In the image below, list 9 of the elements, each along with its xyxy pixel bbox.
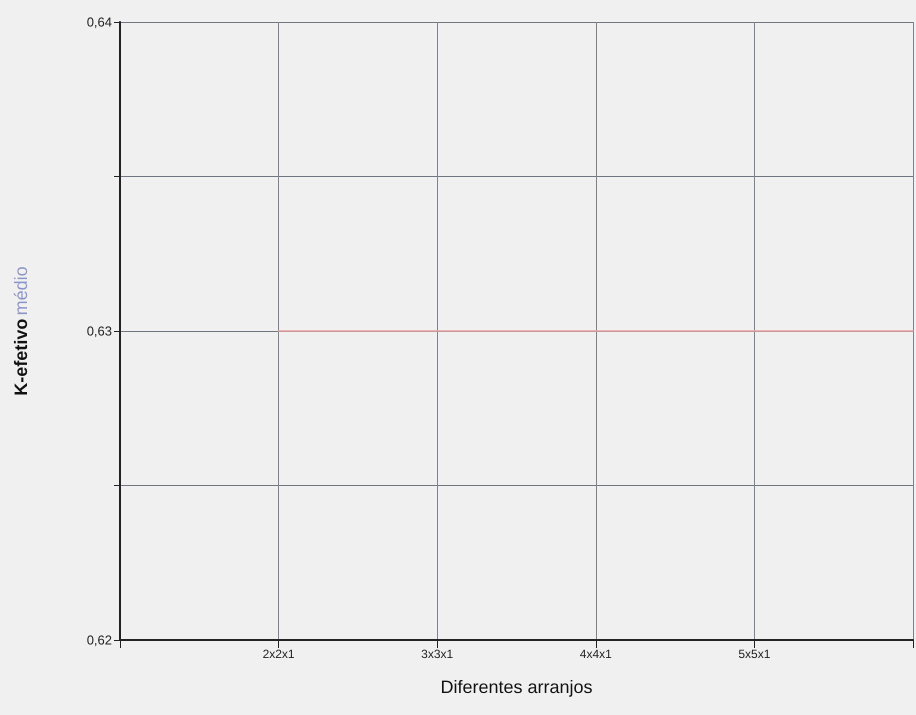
x-tick-label: 2x2x1: [262, 647, 295, 661]
x-tick-label: 5x5x1: [738, 647, 771, 661]
y-tick-label: 0,64: [86, 14, 112, 30]
x-axis-title: Diferentes arranjos: [440, 677, 593, 697]
x-tick-label: 3x3x1: [421, 647, 454, 661]
x-tick-label: 4x4x1: [580, 647, 612, 661]
y-tick-label: 0,63: [86, 324, 112, 338]
y-tick-label: 0,62: [86, 632, 112, 648]
y-axis-title: K-efetivo médio: [11, 266, 31, 396]
